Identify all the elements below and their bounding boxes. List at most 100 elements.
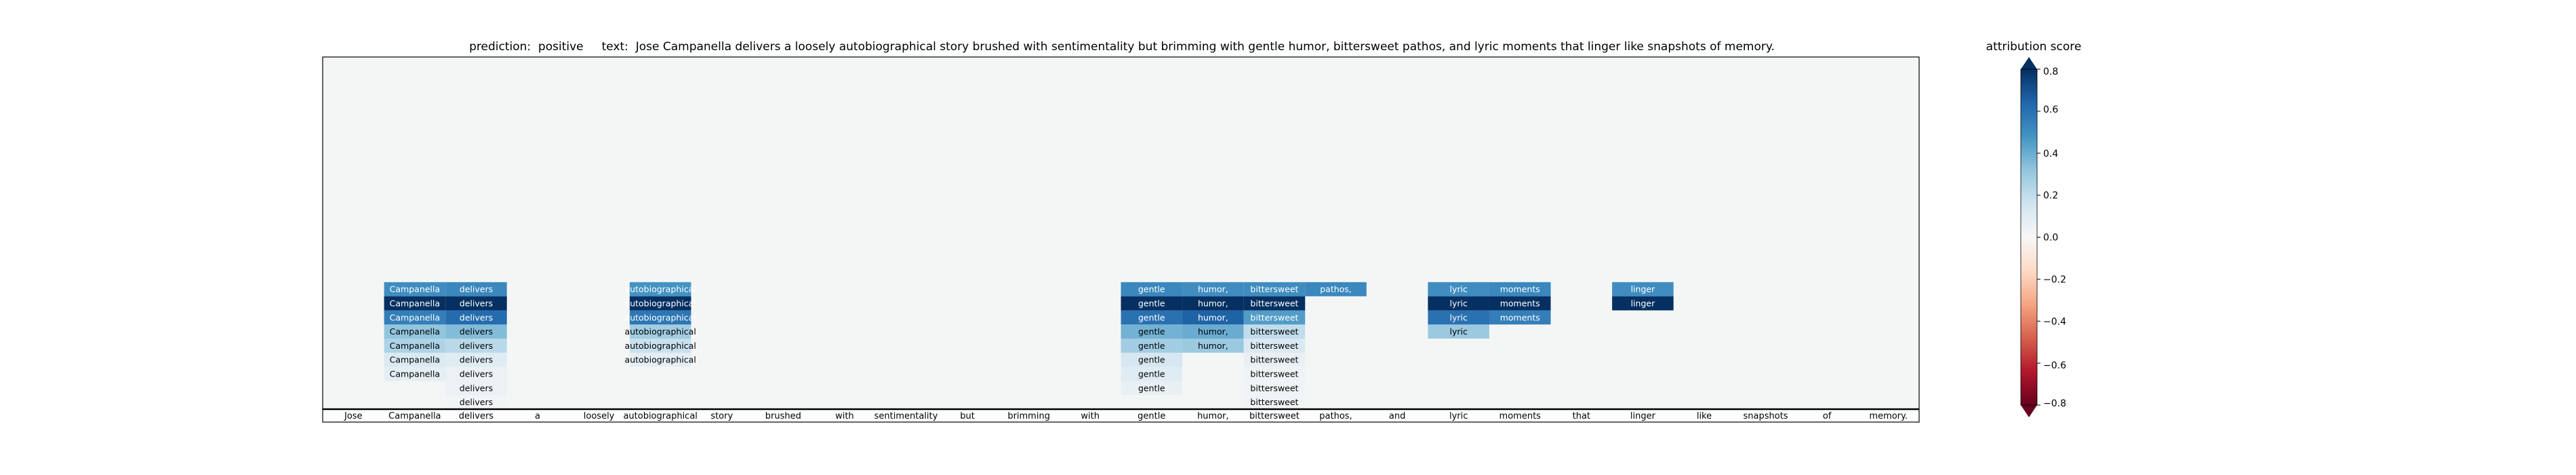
heatmap-cell bbox=[1428, 310, 1489, 325]
x-tick-label: gentle bbox=[1138, 411, 1165, 421]
heatmap-cell-label: Campanella bbox=[390, 326, 440, 337]
colorbar-extend-top bbox=[2021, 57, 2037, 69]
x-tick-label: Campanella bbox=[388, 411, 441, 421]
heatmap-cell-label: bittersweet bbox=[1250, 369, 1298, 379]
token-axis bbox=[322, 408, 1920, 423]
heatmap-cell bbox=[445, 366, 507, 381]
heatmap-cell-label: delivers bbox=[460, 369, 493, 379]
heatmap-cell bbox=[1121, 352, 1183, 367]
x-tick-label: that bbox=[1573, 411, 1590, 421]
colorbar-tick-label: 0.2 bbox=[2043, 191, 2058, 202]
heatmap-cell bbox=[445, 282, 507, 297]
heatmap-cell bbox=[1121, 324, 1183, 339]
heatmap-cell bbox=[384, 352, 446, 367]
heatmap-cell-label: delivers bbox=[460, 326, 493, 337]
colorbar-tick-label: 0.0 bbox=[2043, 233, 2058, 244]
heatmap-cell-label: humor, bbox=[1198, 299, 1228, 309]
heatmap-cell-label: bittersweet bbox=[1250, 397, 1298, 407]
heatmap-cell bbox=[1182, 296, 1244, 311]
heatmap-cell bbox=[1243, 324, 1306, 339]
heatmap-cell-label: autobiographical bbox=[625, 341, 696, 351]
x-tick-label: memory. bbox=[1869, 411, 1908, 421]
heatmap-cell-label: autobiographical bbox=[625, 312, 696, 322]
heatmap-cell-label: bittersweet bbox=[1250, 383, 1298, 393]
heatmap-cell bbox=[1243, 395, 1306, 409]
heatmap-cell bbox=[1121, 381, 1183, 396]
heatmap-cell bbox=[1121, 339, 1183, 353]
heatmap-cell-label: delivers bbox=[460, 355, 493, 365]
heatmap-cell-label: bittersweet bbox=[1250, 341, 1298, 351]
heatmap-cell bbox=[445, 352, 507, 367]
x-tick-label: pathos, bbox=[1319, 411, 1352, 421]
x-tick-label: with bbox=[835, 411, 854, 421]
heatmap-cell bbox=[1182, 310, 1244, 325]
heatmap-cell-label: gentle bbox=[1138, 312, 1165, 322]
heatmap-cell-label: linger bbox=[1631, 299, 1655, 309]
heatmap-cell bbox=[629, 339, 691, 353]
heatmap-cell-label: Campanella bbox=[390, 341, 440, 351]
heatmap-cell-label: Campanella bbox=[390, 369, 440, 379]
heatmap-cell-label: Campanella bbox=[390, 355, 440, 365]
heatmap-cell bbox=[445, 296, 507, 311]
heatmap-cell-label: lyric bbox=[1449, 312, 1467, 322]
heatmap-cell-label: moments bbox=[1500, 284, 1540, 294]
heatmap-cell-label: Campanella bbox=[390, 284, 440, 294]
heatmap-cell bbox=[1489, 282, 1551, 297]
x-tick-label: like bbox=[1697, 411, 1712, 421]
heatmap-cell-label: autobiographical bbox=[625, 299, 696, 309]
heatmap-cell bbox=[384, 339, 446, 353]
heatmap-cell-label: humor, bbox=[1198, 326, 1228, 337]
heatmap-cell bbox=[1182, 339, 1244, 353]
x-tick-label: lyric bbox=[1449, 411, 1468, 421]
x-tick-label: snapshots bbox=[1744, 411, 1788, 421]
heatmap-cell-label: gentle bbox=[1138, 299, 1165, 309]
heatmap-cell-label: Campanella bbox=[390, 299, 440, 309]
heatmap-cell-label: autobiographical bbox=[625, 284, 696, 294]
heatmap-cell-label: delivers bbox=[460, 397, 493, 407]
x-tick-label: linger bbox=[1630, 411, 1656, 421]
heatmap-cell bbox=[384, 296, 446, 311]
heatmap-cell bbox=[1121, 296, 1183, 311]
heatmap-cell bbox=[1243, 381, 1306, 396]
heatmap-cell bbox=[1121, 366, 1183, 381]
x-tick-label: sentimentality bbox=[874, 411, 938, 421]
heatmap-cell bbox=[629, 282, 691, 297]
x-tick-label: story bbox=[710, 411, 733, 421]
heatmap-cell bbox=[629, 310, 691, 325]
heatmap-cell bbox=[1182, 282, 1244, 297]
x-tick-label: moments bbox=[1500, 411, 1542, 421]
x-tick-label: brimming bbox=[1007, 411, 1050, 421]
colorbar-tick-label: 0.6 bbox=[2043, 104, 2058, 115]
chart-title: prediction: positive text: Jose Campanel… bbox=[469, 40, 1775, 54]
heatmap-cell-label: humor, bbox=[1198, 284, 1228, 294]
heatmap-cell bbox=[1121, 282, 1183, 297]
heatmap-cell bbox=[445, 310, 507, 325]
heatmap-cell bbox=[629, 352, 691, 367]
heatmap-cell-label: autobiographical bbox=[625, 326, 696, 337]
heatmap-cell bbox=[445, 381, 507, 396]
x-tick-label: but bbox=[960, 411, 975, 421]
heatmap-cell-label: bittersweet bbox=[1250, 284, 1298, 294]
heatmap-cell bbox=[1428, 282, 1489, 297]
heatmap-cell-label: gentle bbox=[1138, 284, 1165, 294]
heatmap-cell-label: autobiographical bbox=[625, 355, 696, 365]
heatmap-cell-label: Campanella bbox=[390, 312, 440, 322]
colorbar-tick-label: 0.8 bbox=[2043, 66, 2058, 77]
colorbar-extend-bottom bbox=[2021, 405, 2037, 417]
heatmap-cell-label: gentle bbox=[1138, 355, 1165, 365]
heatmap-cell-label: moments bbox=[1500, 299, 1540, 309]
heatmap-cell-label: gentle bbox=[1138, 369, 1165, 379]
heatmap-cell-label: gentle bbox=[1138, 341, 1165, 351]
heatmap-cell-label: lyric bbox=[1449, 326, 1467, 337]
colorbar-tick-label: −0.6 bbox=[2043, 360, 2066, 371]
x-tick-label: Jose bbox=[344, 411, 363, 421]
heatmap-cell bbox=[1243, 310, 1306, 325]
heatmap-cell-label: moments bbox=[1500, 312, 1540, 322]
heatmap-cell-label: bittersweet bbox=[1250, 355, 1298, 365]
colorbar-tick-label: 0.4 bbox=[2043, 149, 2058, 159]
heatmap-cell-label: delivers bbox=[460, 341, 493, 351]
heatmap-cell bbox=[1182, 324, 1244, 339]
heatmap-cell bbox=[1489, 310, 1551, 325]
x-tick-label: a bbox=[535, 411, 540, 421]
